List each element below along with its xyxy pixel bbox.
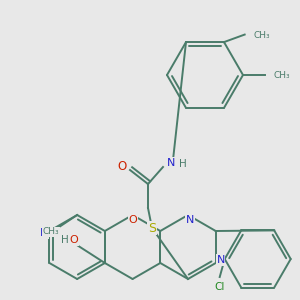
Text: CH₃: CH₃ <box>254 31 271 40</box>
Text: N: N <box>186 215 194 225</box>
Text: N: N <box>167 158 175 168</box>
Text: N: N <box>40 228 49 238</box>
Text: CH₃: CH₃ <box>43 227 59 236</box>
Text: S: S <box>148 221 156 235</box>
Text: N: N <box>217 255 225 265</box>
Text: O: O <box>70 235 78 245</box>
Text: H: H <box>61 235 69 245</box>
Text: H: H <box>179 159 187 169</box>
Text: CH₃: CH₃ <box>273 70 290 80</box>
Text: O: O <box>128 215 137 225</box>
Text: Cl: Cl <box>214 282 225 292</box>
Text: O: O <box>117 160 127 172</box>
